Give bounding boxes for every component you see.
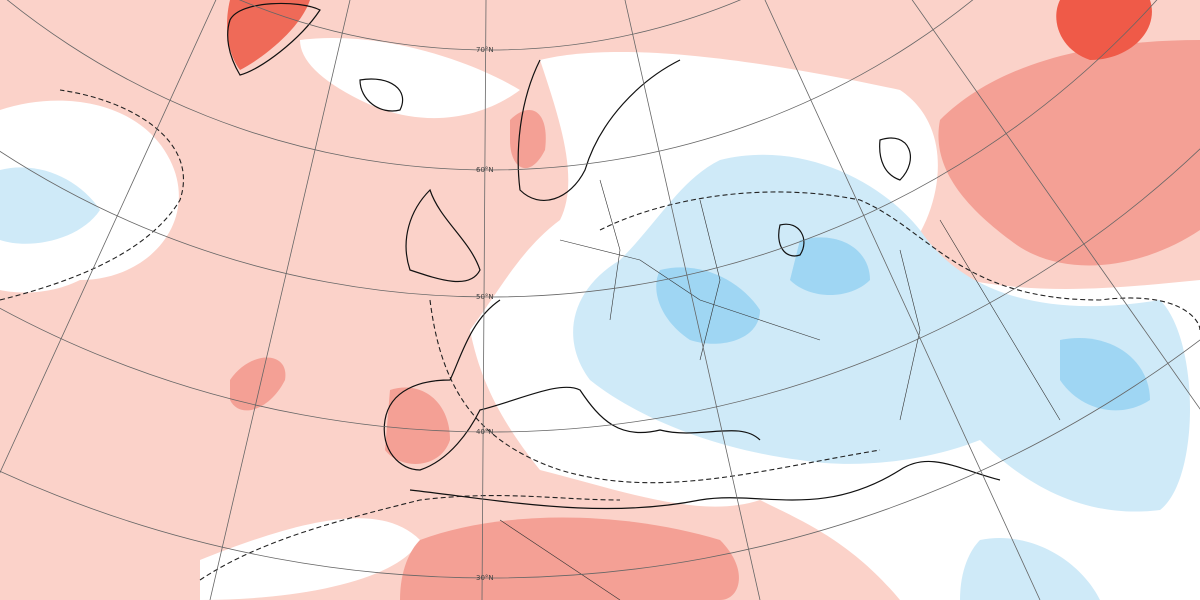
zero-contour — [429, 299, 881, 484]
zero-contour — [0, 89, 184, 301]
latitude-label: 50°N — [476, 293, 494, 301]
strong-warm-anomaly — [1056, 0, 1152, 60]
zero-contour — [199, 495, 621, 581]
warm-anomaly — [510, 110, 546, 169]
latitude-label: 30°N — [476, 574, 494, 582]
latitude-label: 60°N — [476, 166, 494, 174]
coastline — [227, 2, 321, 76]
coastline — [405, 188, 481, 283]
neutral-zone — [0, 100, 179, 293]
strong-cold-anomaly — [656, 267, 760, 344]
latitude-line — [7, 0, 973, 171]
border — [499, 179, 1061, 600]
warm-anomaly — [385, 387, 450, 464]
cold-anomaly — [960, 538, 1100, 600]
coastline — [778, 223, 805, 257]
strong-cold-anomaly — [790, 237, 870, 295]
latitude-line — [0, 0, 1157, 298]
coastline — [879, 137, 911, 181]
strong-cold-anomaly — [1060, 338, 1150, 411]
latitude-line — [0, 339, 1200, 579]
neutral-zone — [300, 38, 520, 119]
latitude-line — [239, 0, 741, 51]
zero-contour — [599, 191, 1200, 331]
coastline — [359, 78, 404, 112]
coastline — [383, 299, 761, 471]
warm-anomaly — [400, 517, 739, 600]
coastline — [409, 460, 1001, 510]
strong-warm-anomaly — [227, 0, 310, 70]
latitude-label: 70°N — [476, 46, 494, 54]
neutral-zone — [200, 518, 420, 600]
cold-anomaly — [0, 167, 100, 244]
latitude-line — [0, 148, 1200, 433]
warm-anomaly — [230, 357, 286, 411]
latitude-label: 40°N — [476, 428, 494, 436]
warm-anomaly — [938, 40, 1200, 266]
coastline — [517, 59, 681, 201]
cold-anomaly — [573, 154, 1190, 512]
